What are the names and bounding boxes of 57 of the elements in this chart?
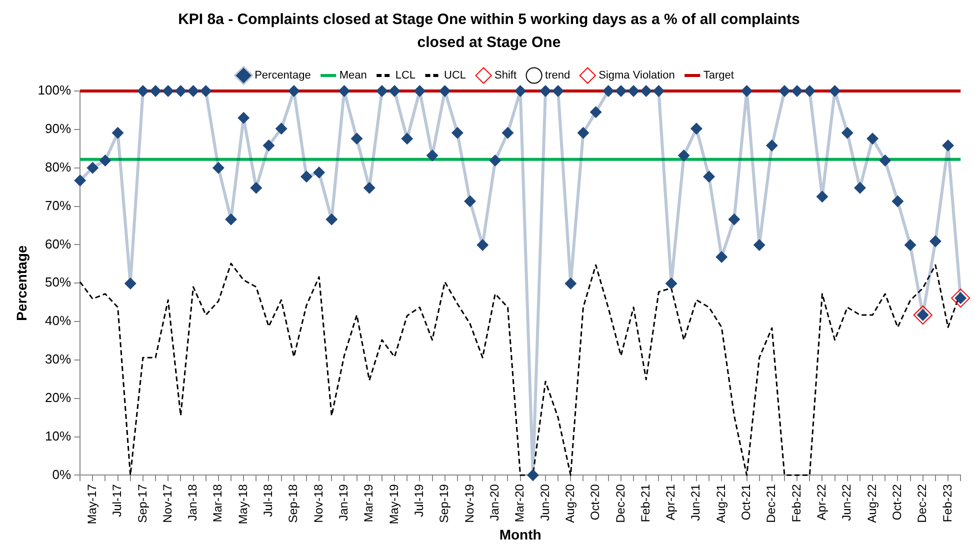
- x-tick-label: Jan-20: [487, 484, 502, 521]
- legend-label: Mean: [339, 70, 367, 82]
- y-axis-title: Percentage: [13, 245, 30, 321]
- x-tick-label: Sep-18: [286, 484, 300, 523]
- legend-label: Target: [703, 70, 734, 82]
- x-tick-label: Jan-19: [336, 484, 351, 521]
- x-axis-title: Month: [499, 526, 542, 542]
- y-tick-label: 60%: [45, 236, 72, 252]
- x-tick-label: Aug-22: [864, 484, 879, 523]
- x-tick-label: Feb-21: [638, 484, 652, 522]
- x-tick-label: Oct-21: [739, 484, 754, 520]
- x-tick-label: Feb-22: [789, 484, 804, 522]
- y-tick-label: 50%: [45, 274, 72, 290]
- x-tick-label: Jun-22: [840, 484, 854, 521]
- x-tick-label: Sep-19: [437, 484, 452, 523]
- legend-label: trend: [545, 70, 570, 82]
- x-tick-label: Jun-20: [538, 484, 552, 521]
- x-tick-label: Jul-17: [110, 484, 124, 517]
- y-tick-label: 20%: [45, 390, 72, 405]
- y-tick-label: 90%: [45, 120, 72, 136]
- x-tick-label: Nov-18: [311, 484, 326, 523]
- legend-label: Sigma Violation: [598, 70, 675, 82]
- y-tick-label: 100%: [38, 82, 72, 98]
- x-tick-label: Apr-22: [814, 484, 829, 520]
- x-tick-label: Nov-19: [462, 484, 476, 523]
- y-tick-label: 40%: [45, 313, 72, 328]
- y-tick-label: 0%: [52, 466, 72, 482]
- legend-label: LCL: [395, 70, 416, 82]
- y-tick-label: 70%: [45, 198, 72, 213]
- x-tick-label: Mar-20: [512, 484, 527, 522]
- chart-title: KPI 8a - Complaints closed at Stage One within 5 working days as a % of all complaints closed at Stage One: [177, 10, 801, 53]
- x-tick-label: Oct-20: [588, 484, 602, 520]
- x-tick-label: Aug-21: [714, 484, 728, 523]
- x-tick-label: Aug-20: [562, 484, 577, 523]
- y-tick-label: 10%: [45, 428, 72, 444]
- legend-label: UCL: [444, 70, 466, 82]
- x-tick-label: Apr-21: [664, 484, 678, 520]
- y-tick-label: 30%: [45, 352, 72, 367]
- x-tick-label: Jul-19: [412, 484, 426, 517]
- x-tick-label: Jan-18: [186, 484, 200, 521]
- legend-label: Percentage: [254, 70, 311, 82]
- x-tick-label: Jul-18: [261, 484, 276, 517]
- x-tick-label: Sep-17: [135, 484, 150, 523]
- x-tick-label: Mar-18: [210, 484, 225, 522]
- x-tick-label: Feb-23: [940, 484, 954, 522]
- x-tick-label: May-18: [236, 484, 250, 524]
- x-tick-label: Mar-19: [362, 484, 376, 522]
- x-tick-label: Nov-17: [160, 484, 174, 523]
- legend-label: Shift: [494, 70, 517, 82]
- x-tick-label: Oct-22: [890, 484, 904, 520]
- y-tick-label: 80%: [45, 159, 72, 174]
- x-tick-label: Dec-22: [915, 484, 930, 523]
- x-tick-label: May-19: [386, 484, 401, 524]
- x-tick-label: Dec-20: [613, 484, 628, 523]
- x-tick-label: Dec-21: [764, 484, 778, 523]
- x-tick-label: Jun-21: [688, 484, 703, 521]
- x-tick-label: May-17: [84, 484, 99, 524]
